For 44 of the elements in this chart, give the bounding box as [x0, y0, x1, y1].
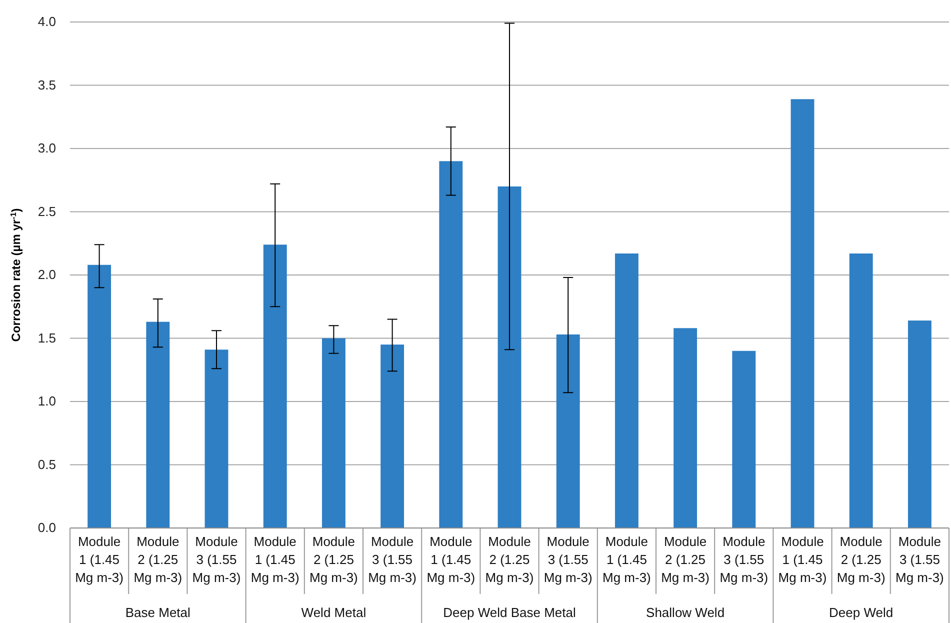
bar [732, 350, 756, 528]
x-tick-label: Module 2 (1.25 Mg m-3) [661, 534, 710, 585]
x-tick-label: Module 3 (1.55 Mg m-3) [368, 534, 416, 585]
y-tick-label: 0.0 [38, 520, 56, 536]
bar [322, 338, 346, 528]
x-tick-label: Module 1 (1.45 Mg m-3) [75, 534, 124, 585]
text: Deep Weld [829, 605, 894, 620]
x-tick-label: Module 3 (1.55 Mg m-3) [192, 534, 241, 585]
x-tick-label: Module 1 (1.45 Mg m-3) [778, 534, 827, 585]
text: Deep Weld Base Metal [443, 605, 576, 620]
y-tick-label: 3.5 [38, 77, 56, 92]
bar [849, 253, 873, 528]
bar [204, 350, 228, 528]
bar [380, 344, 404, 528]
bar [498, 186, 522, 528]
x-tick-label: Module 2 (1.25 Mg m-3) [836, 534, 886, 585]
bar [263, 244, 287, 528]
bar [908, 320, 932, 528]
text: Shallow Weld [646, 605, 725, 620]
y-tick-label: 2.0 [38, 267, 56, 282]
x-tick-label: Module 3 (1.55 Mg m-3) [720, 534, 768, 585]
x-tick-label: Module 3 (1.55 Mg m-3) [544, 534, 592, 585]
text: Base Metal [125, 605, 191, 620]
bar [674, 328, 698, 528]
x-tick-label: Module 1 (1.45 Mg m-3) [602, 534, 651, 585]
bar [556, 334, 580, 528]
y-tick-label: 1.0 [38, 394, 56, 409]
y-tick-label: 2.5 [38, 204, 56, 219]
bar [439, 161, 463, 528]
y-tick-label: 4.0 [38, 14, 56, 30]
bar [790, 99, 814, 528]
y-tick-label: 3.0 [38, 140, 56, 156]
bar [146, 322, 170, 528]
y-tick-label: 0.5 [38, 456, 56, 472]
x-tick-label: Module 1 (1.45 Mg m-3) [250, 534, 300, 585]
x-tick-label: Module 1 (1.45 Mg m-3) [426, 534, 476, 585]
text: Weld Metal [301, 605, 366, 620]
x-tick-label: Module 2 (1.25 Mg m-3) [310, 534, 358, 585]
bar [88, 264, 112, 528]
x-tick-label: Module 2 (1.25 Mg m-3) [485, 534, 534, 585]
x-tick-label: Module 2 (1.25 Mg m-3) [134, 534, 182, 585]
x-tick-label: Module 3 (1.55 Mg m-3) [896, 534, 944, 585]
bar [614, 253, 638, 528]
y-tick-label: 1.5 [38, 330, 56, 346]
